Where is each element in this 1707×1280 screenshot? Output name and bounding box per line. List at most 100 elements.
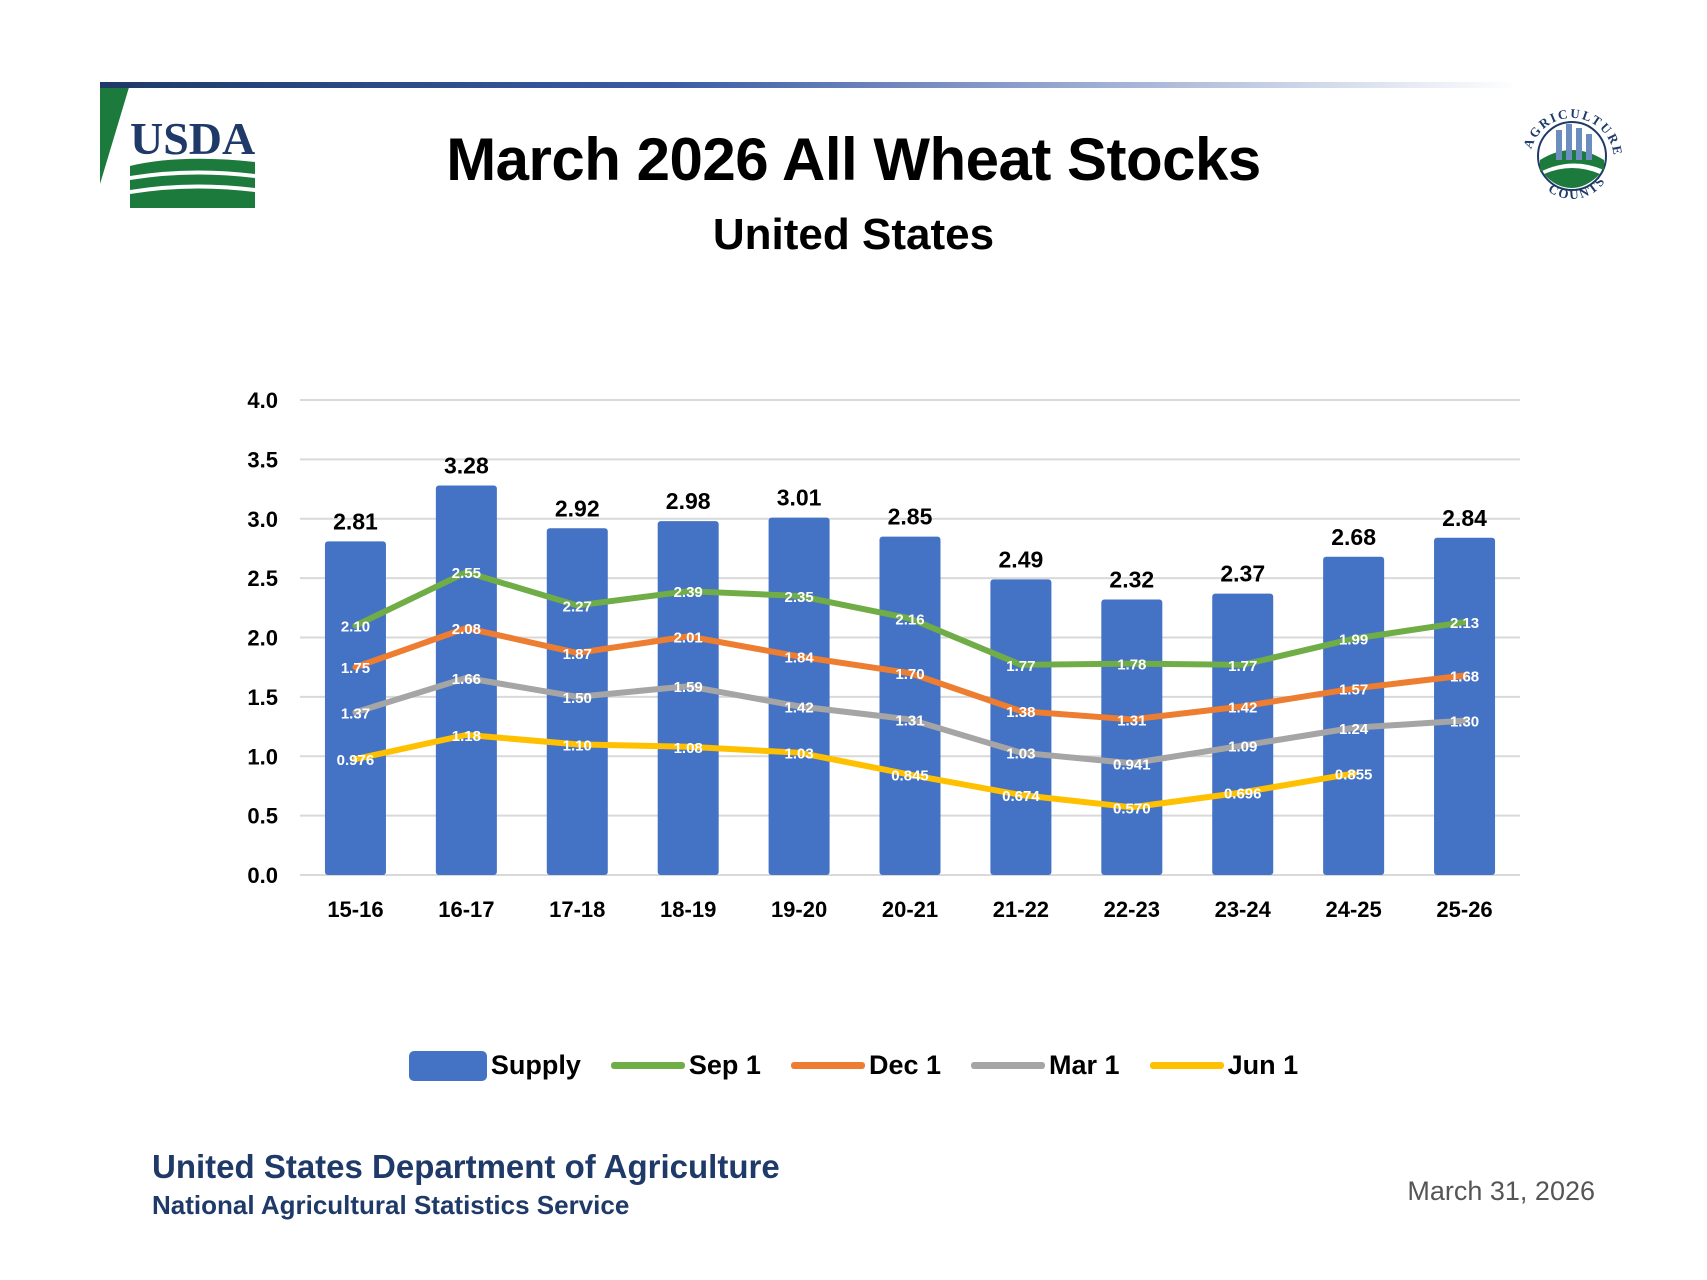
point-dec1	[352, 664, 359, 671]
point-mar1	[796, 703, 803, 710]
point-jun1	[907, 771, 913, 778]
point-sep1	[1350, 635, 1357, 642]
y-tick-label: 0.0	[247, 863, 278, 888]
y-tick-label: 3.0	[247, 507, 278, 532]
bar-supply	[1101, 599, 1163, 875]
point-label-jun1: 1.18	[452, 728, 481, 745]
point-label-sep1: 2.16	[895, 612, 924, 629]
point-sep1	[1239, 661, 1246, 668]
point-sep1	[1017, 661, 1024, 668]
point-jun1	[1350, 770, 1357, 777]
bar-supply	[1323, 556, 1385, 875]
x-tick-label: 18-19	[660, 897, 716, 922]
point-mar1	[1017, 749, 1024, 756]
bar-label-supply: 2.81	[333, 508, 378, 534]
usda-logo-text: USDA	[130, 113, 255, 164]
point-mar1	[1128, 760, 1135, 767]
x-tick-label: 23-24	[1215, 897, 1272, 922]
point-dec1	[1239, 703, 1246, 710]
point-label-sep1: 2.27	[563, 598, 592, 615]
point-sep1	[796, 592, 803, 599]
point-label-sep1: 2.13	[1450, 615, 1479, 632]
point-label-dec1: 1.87	[563, 646, 592, 663]
chart-legend: Supply Sep 1 Dec 1 Mar 1 Jun 1	[0, 1050, 1707, 1081]
bar-label-supply: 2.37	[1220, 561, 1265, 587]
bar-label-supply: 2.84	[1442, 505, 1487, 531]
point-label-dec1: 1.38	[1006, 704, 1035, 721]
x-tick-label: 15-16	[327, 897, 383, 922]
point-sep1	[1461, 619, 1468, 626]
legend-item-supply: Supply	[408, 1050, 581, 1081]
legend-item-dec1: Dec 1	[790, 1050, 942, 1081]
bar-label-supply: 2.98	[666, 488, 711, 514]
bar-label-supply: 2.68	[1331, 524, 1376, 550]
point-label-dec1: 1.84	[784, 650, 814, 667]
legend-item-mar1: Mar 1	[971, 1050, 1120, 1081]
point-mar1	[463, 674, 470, 681]
point-label-mar1: 0.941	[1113, 756, 1151, 773]
point-label-dec1: 2.01	[674, 629, 703, 646]
bar-supply	[324, 541, 386, 875]
point-label-sep1: 1.78	[1117, 657, 1146, 674]
point-dec1	[1017, 708, 1024, 715]
point-label-dec1: 1.57	[1339, 682, 1368, 699]
point-jun1	[685, 743, 692, 750]
point-mar1	[1239, 742, 1246, 749]
point-dec1	[574, 649, 581, 656]
point-mar1	[1350, 724, 1357, 731]
point-label-sep1: 2.55	[452, 565, 481, 582]
point-jun1	[463, 731, 470, 738]
bar-label-supply: 2.49	[999, 546, 1044, 572]
point-label-sep1: 1.99	[1339, 632, 1368, 649]
legend-label-dec1: Dec 1	[868, 1050, 942, 1080]
point-jun1	[352, 756, 359, 763]
point-label-dec1: 1.75	[341, 660, 370, 677]
point-label-jun1: 1.10	[563, 737, 592, 754]
x-tick-label: 21-22	[993, 897, 1049, 922]
point-jun1	[1017, 791, 1024, 798]
point-sep1	[685, 588, 692, 595]
point-dec1	[1350, 685, 1357, 692]
footer-agency-name: National Agricultural Statistics Service	[152, 1190, 630, 1220]
legend-swatch-jun1	[1149, 1062, 1224, 1069]
x-tick-label: 22-23	[1104, 897, 1160, 922]
point-label-jun1: 0.570	[1113, 800, 1151, 817]
point-jun1	[1128, 804, 1135, 811]
point-label-mar1: 1.31	[895, 712, 924, 729]
point-label-sep1: 2.35	[784, 589, 813, 606]
bar-supply	[990, 579, 1052, 875]
point-jun1	[574, 741, 581, 748]
point-label-jun1: 1.03	[784, 746, 813, 763]
point-mar1	[1461, 717, 1468, 724]
x-tick-label: 19-20	[771, 897, 827, 922]
point-label-sep1: 1.77	[1228, 658, 1257, 675]
point-label-jun1: 0.855	[1335, 766, 1373, 783]
point-label-dec1: 1.70	[895, 666, 924, 683]
bar-label-supply: 3.01	[777, 485, 822, 511]
bar-label-supply: 2.85	[888, 504, 933, 530]
point-dec1	[907, 670, 913, 677]
page-title: March 2026 All Wheat Stocks	[446, 126, 1261, 193]
legend-swatch-mar1	[971, 1062, 1046, 1069]
y-tick-label: 2.0	[247, 626, 278, 651]
bar-supply	[1434, 537, 1496, 875]
series-line-jun1	[352, 731, 1357, 811]
point-label-mar1: 1.66	[452, 671, 481, 688]
point-sep1	[1128, 660, 1135, 667]
point-jun1	[1239, 789, 1246, 796]
bar-supply	[546, 528, 608, 875]
bar-label-supply: 2.32	[1109, 567, 1154, 593]
y-tick-label: 1.0	[247, 744, 278, 769]
point-label-dec1: 1.68	[1450, 669, 1479, 686]
header-gradient-band	[100, 82, 1520, 88]
y-tick-label: 4.0	[247, 388, 278, 413]
point-label-mar1: 1.37	[341, 705, 370, 722]
x-tick-label: 16-17	[438, 897, 494, 922]
point-dec1	[685, 633, 692, 640]
point-label-jun1: 0.696	[1224, 785, 1262, 802]
point-label-jun1: 1.08	[674, 740, 703, 757]
point-jun1	[796, 749, 803, 756]
point-mar1	[352, 709, 359, 716]
footer-date: March 31, 2026	[1407, 1176, 1595, 1206]
bar-supply	[879, 536, 941, 875]
